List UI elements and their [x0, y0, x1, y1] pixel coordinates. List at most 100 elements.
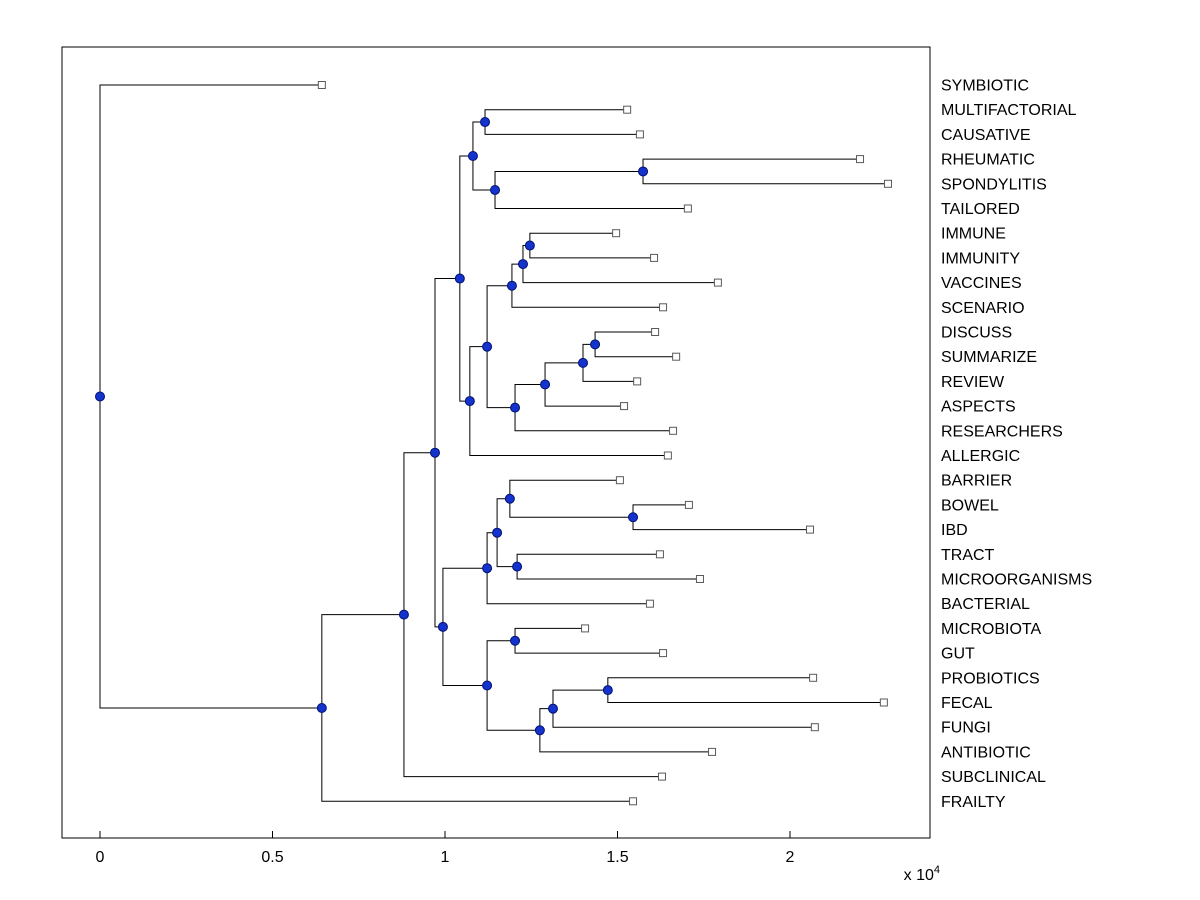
branch-node-marker [482, 680, 493, 691]
leaf-marker [806, 525, 815, 534]
branch-node-marker [628, 512, 639, 523]
branch-node-marker [95, 391, 105, 402]
leaf-labels: SYMBIOTIC MULTIFACTORIAL CAUSATIVE RHEUMATI… [941, 78, 1092, 811]
branch-node-marker [512, 561, 523, 572]
leaf-label: IMMUNITY [941, 250, 1020, 267]
leaf-marker [809, 673, 818, 682]
leaf-label: ALLERGIC [941, 448, 1020, 465]
leaf-label: SPONDYLITIS [941, 176, 1047, 193]
markers [95, 81, 892, 806]
leaf-marker [708, 747, 717, 756]
leaf-marker [317, 81, 326, 89]
branch-node-marker [398, 609, 409, 620]
branch-node-marker [492, 527, 503, 538]
leaf-marker [683, 204, 692, 213]
plot-box [61, 46, 931, 839]
leaf-marker [615, 476, 624, 485]
branch-node-marker [524, 240, 535, 251]
leaf-marker [655, 550, 664, 559]
leaf-marker [883, 179, 892, 188]
leaf-marker [879, 698, 888, 707]
leaf-marker [623, 105, 632, 114]
branch-node-marker [482, 563, 493, 574]
branch-node-marker [437, 621, 448, 632]
branch-node-marker [504, 493, 515, 504]
leaf-label: BACTERIAL [941, 596, 1030, 613]
leaf-marker [810, 723, 819, 732]
branch-node-marker [638, 166, 649, 177]
leaf-label: SCENARIO [941, 300, 1025, 317]
leaf-marker [645, 599, 654, 608]
leaf-label: TAILORED [941, 201, 1020, 218]
leaf-label: RESEARCHERS [941, 423, 1063, 440]
leaf-marker [663, 451, 672, 460]
leaf-label: SYMBIOTIC [941, 78, 1029, 95]
x-tick-label: 2 [786, 849, 795, 866]
branch-node-marker [464, 396, 475, 407]
leaf-label: ANTIBIOTIC [941, 744, 1031, 761]
branch-node-marker [547, 703, 558, 714]
branch-node-marker [534, 725, 545, 736]
branch-node-marker [510, 635, 521, 646]
leaf-label: DISCUSS [941, 325, 1012, 342]
leaf-label: IMMUNE [941, 226, 1006, 243]
leaf-marker [856, 155, 865, 164]
leaf-label: MICROORGANISMS [941, 572, 1092, 589]
branch-node-marker [602, 685, 613, 696]
branch-node-marker [490, 184, 501, 195]
leaf-label: GUT [941, 646, 975, 663]
branch-node-marker [506, 280, 517, 291]
leaf-label: BOWEL [941, 497, 999, 514]
axis: 0 0.5 1 1.5 2 x 104 [61, 46, 940, 884]
branch-node-marker [510, 402, 521, 413]
leaf-marker [635, 130, 644, 139]
leaf-label: IBD [941, 522, 968, 539]
axis-multiplier-label: x 104 [904, 864, 940, 884]
branch-node-marker [467, 151, 478, 162]
leaf-label: SUMMARIZE [941, 349, 1037, 366]
branch-node-marker [482, 341, 493, 352]
x-tick-label: 1 [441, 849, 450, 866]
leaf-label: REVIEW [941, 374, 1005, 391]
leaf-marker [581, 624, 590, 633]
leaf-marker [669, 426, 678, 435]
branch-node-marker [517, 259, 528, 270]
leaf-marker [695, 575, 704, 583]
leaf-marker [672, 352, 681, 361]
leaf-marker [633, 377, 642, 386]
x-tick-label: 0 [96, 849, 105, 866]
leaf-marker [620, 402, 629, 411]
leaf-marker [684, 500, 693, 509]
x-tick-label: 1.5 [606, 849, 628, 866]
leaf-marker [659, 649, 668, 658]
leaf-label: VACCINES [941, 275, 1022, 292]
branch-node-marker [429, 447, 440, 458]
leaf-marker [650, 253, 659, 262]
leaf-label: ASPECTS [941, 399, 1016, 416]
leaf-marker [612, 229, 621, 238]
leaf-label: SUBCLINICAL [941, 769, 1046, 786]
x-tick-label: 0.5 [261, 849, 283, 866]
leaf-label: CAUSATIVE [941, 127, 1031, 144]
branch-node-marker [480, 117, 491, 128]
leaf-label: FUNGI [941, 720, 991, 737]
leaf-marker [651, 328, 660, 336]
leaf-label: MULTIFACTORIAL [941, 102, 1077, 119]
leaf-marker [713, 278, 722, 287]
branch-node-marker [540, 379, 551, 390]
branch-node-marker [316, 702, 327, 713]
leaf-label: FRAILTY [941, 794, 1006, 811]
leaf-label: FECAL [941, 695, 993, 712]
leaf-label: MICROBIOTA [941, 621, 1041, 638]
leaf-label: TRACT [941, 547, 995, 564]
branch-node-marker [454, 273, 465, 284]
branch-node-marker [590, 339, 601, 350]
leaf-label: RHEUMATIC [941, 152, 1035, 169]
leaf-marker [658, 772, 667, 781]
branch-node-marker [578, 357, 588, 368]
leaf-marker [629, 797, 638, 806]
leaf-marker [659, 303, 668, 312]
